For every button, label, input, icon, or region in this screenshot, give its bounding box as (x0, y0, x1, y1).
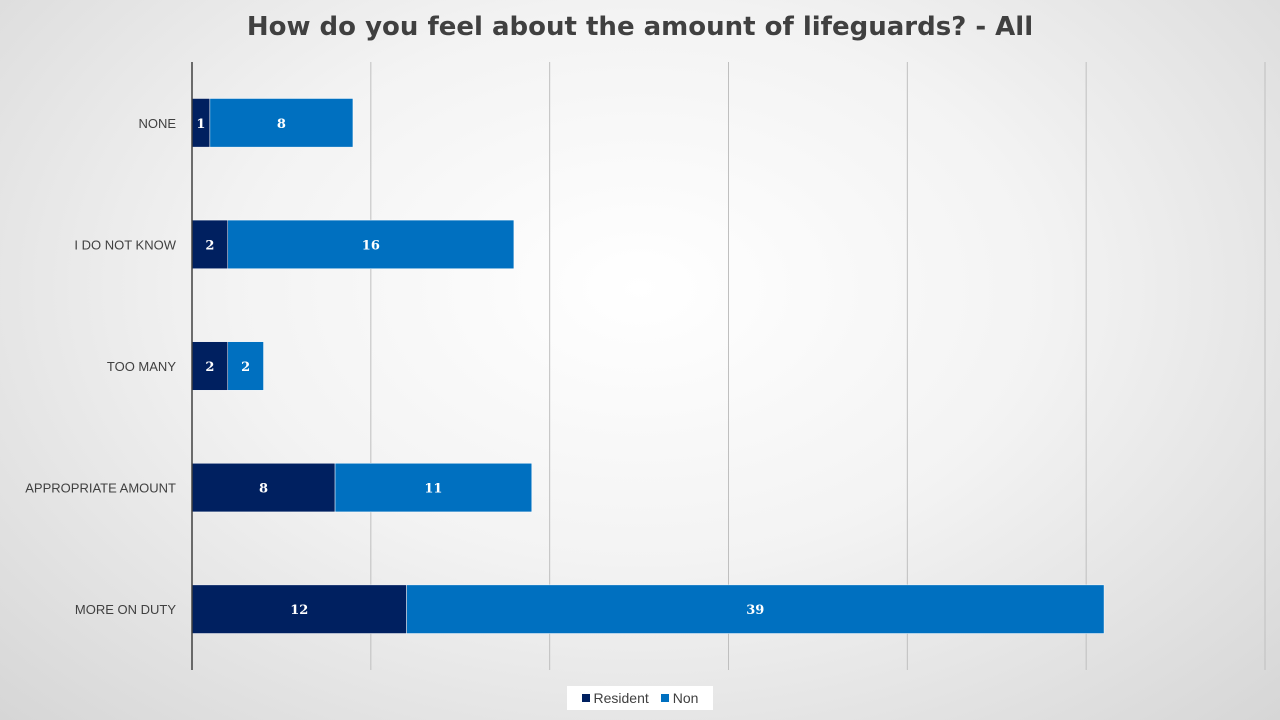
category-label: APPROPRIATE AMOUNT (25, 481, 176, 496)
data-label: 8 (277, 117, 286, 132)
bar-non (334, 463, 533, 513)
legend-swatch-resident (581, 694, 590, 702)
category-labels: NONE I DO NOT KNOW TOO MANY APPROPRIATE AMO… (25, 116, 176, 617)
bar-resident (191, 584, 407, 634)
bar-non (227, 219, 515, 269)
legend-swatch-non (660, 694, 669, 702)
category-label: TOO MANY (107, 359, 176, 374)
data-label: 12 (290, 603, 308, 618)
gridlines (370, 62, 1266, 670)
data-label: 2 (205, 238, 214, 253)
data-label: 2 (205, 360, 214, 375)
data-label: 8 (259, 482, 268, 497)
bars (191, 98, 1105, 634)
data-label: 1 (196, 117, 205, 132)
data-label: 2 (241, 360, 250, 375)
legend-label-resident: Resident (593, 690, 649, 706)
data-label: 11 (424, 482, 442, 497)
chart-title: How do you feel about the amount of life… (246, 12, 1034, 42)
legend-label-non: Non (672, 690, 699, 706)
data-label: 39 (746, 603, 764, 618)
bar-resident (191, 463, 336, 513)
bar-non (209, 98, 354, 148)
bar-resident (191, 341, 229, 391)
bar-resident (191, 219, 229, 269)
data-label: 16 (362, 238, 380, 253)
data-labels: 1 8 2 16 2 2 8 11 12 39 (196, 117, 764, 618)
legend: Resident Non (567, 686, 713, 710)
legend-item-non: Non (660, 690, 699, 706)
legend-item-resident: Resident (581, 690, 649, 706)
category-label: I DO NOT KNOW (74, 237, 176, 252)
category-label: MORE ON DUTY (75, 602, 176, 617)
bar-non (227, 341, 264, 391)
bar-non (406, 584, 1105, 634)
category-label: NONE (138, 116, 176, 131)
